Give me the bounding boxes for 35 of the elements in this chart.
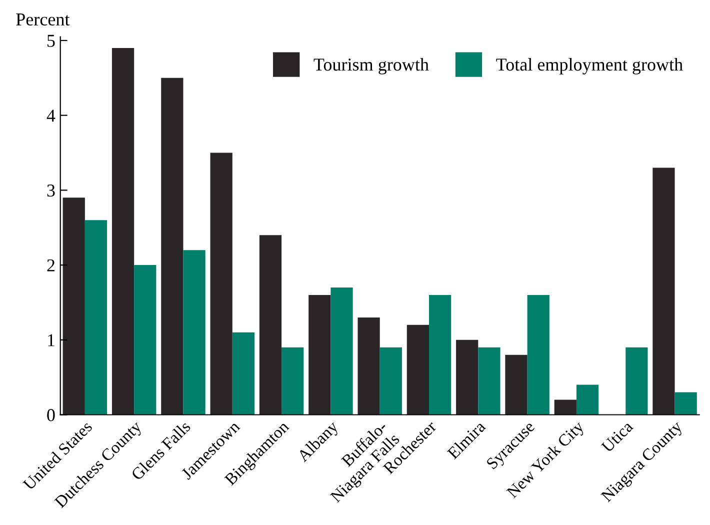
bar xyxy=(84,220,108,415)
bar xyxy=(330,288,353,415)
bar xyxy=(210,152,232,415)
bar xyxy=(674,392,697,415)
bar xyxy=(62,198,85,415)
bar xyxy=(429,294,452,415)
bar xyxy=(505,354,528,415)
bar xyxy=(161,78,184,415)
bar xyxy=(406,324,430,415)
bar xyxy=(308,294,331,415)
bar xyxy=(626,347,648,415)
y-tick-label: 5 xyxy=(48,34,55,47)
y-tick-label: 1 xyxy=(48,334,54,346)
bar xyxy=(380,347,402,415)
bar xyxy=(134,265,156,415)
bar xyxy=(527,294,550,415)
y-tick-label: 0 xyxy=(47,409,55,422)
bar xyxy=(554,400,576,415)
bar xyxy=(478,347,500,415)
y-tick-label: 4 xyxy=(46,110,56,122)
x-tick-label: Utica xyxy=(600,420,634,454)
bar xyxy=(456,340,478,415)
bar xyxy=(652,168,675,415)
y-tick-label: 2 xyxy=(47,259,54,272)
y-axis-title: Percent xyxy=(16,14,70,26)
y-tick-label: 3 xyxy=(47,184,55,197)
bar xyxy=(358,317,380,415)
legend-label: Total employment growth xyxy=(496,58,683,74)
bar xyxy=(576,384,599,415)
legend-label: Tourism growth xyxy=(314,58,429,74)
bar xyxy=(232,332,255,415)
bar xyxy=(112,48,134,415)
bar xyxy=(282,347,304,415)
bar xyxy=(183,250,206,415)
bar xyxy=(259,235,282,415)
